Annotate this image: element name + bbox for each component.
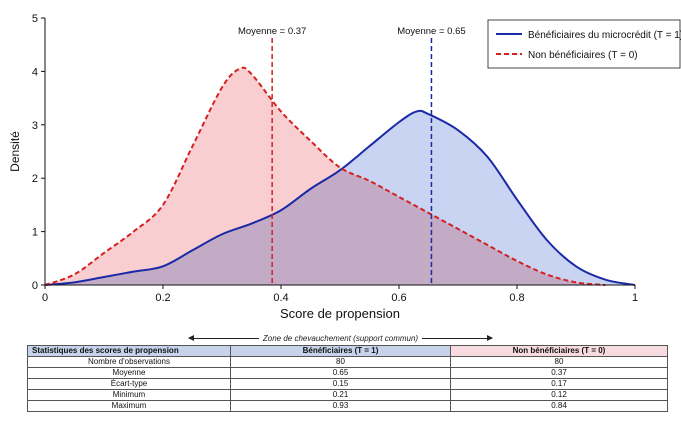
x-tick-label: 0	[42, 292, 48, 304]
y-tick-label: 4	[32, 66, 38, 78]
overlap-zone-note: Zone de chevauchement (support commun)	[0, 334, 681, 343]
control-value: 0.37	[450, 367, 668, 379]
y-axis-title: Densité	[8, 131, 22, 172]
x-tick-label: 1	[632, 292, 638, 304]
legend-box	[487, 19, 681, 69]
row-label: Moyenne	[27, 367, 231, 379]
treated-value: 0.93	[230, 400, 451, 412]
control-value: 0.12	[450, 389, 668, 401]
x-axis-title: Score de propension	[280, 306, 400, 321]
overlap-note-text: Zone de chevauchement (support commun)	[262, 334, 419, 343]
right-arrow-icon	[422, 335, 494, 342]
row-label: Maximum	[27, 400, 231, 412]
table-row: Minimum 0.21 0.12	[27, 389, 668, 401]
control-density-area	[45, 67, 606, 285]
y-tick-label: 5	[32, 13, 38, 25]
legend-label: Bénéficiaires du microcrédit (T = 1)	[528, 30, 681, 41]
legend-label: Non bénéficiaires (T = 0)	[528, 50, 638, 61]
treated-value: 0.15	[230, 378, 451, 390]
row-label: Nombre d'observations	[27, 356, 231, 368]
row-label: Minimum	[27, 389, 231, 401]
control-density-line	[44, 66, 606, 286]
density-chart: 0 0.2 0.4 0.6 0.8 1 0 1 2 3 4 5 Score de propension D…	[8, 13, 681, 321]
y-tick-label: 3	[32, 120, 38, 132]
mean-label: Moyenne = 0.37	[238, 26, 306, 37]
x-tick-label: 0.8	[509, 292, 524, 304]
control-value: 0.84	[450, 400, 668, 412]
propensity-stats-table: Statistiques des scores de propension Bé…	[27, 345, 668, 412]
table-row: Écart-type 0.15 0.17	[27, 378, 668, 390]
y-tick-label: 0	[32, 280, 38, 292]
control-value: 80	[450, 356, 668, 368]
table-row: Maximum 0.93 0.84	[27, 400, 668, 412]
treated-value: 80	[230, 356, 451, 368]
column-header: Bénéficiaires (T = 1)	[230, 345, 451, 357]
x-tick-label: 0.4	[273, 292, 288, 304]
control-value: 0.17	[450, 378, 668, 390]
y-tick-label: 1	[32, 227, 38, 239]
treated-value: 0.65	[230, 367, 451, 379]
table-row: Moyenne 0.65 0.37	[27, 367, 668, 379]
treated-value: 0.21	[230, 389, 451, 401]
table-row: Nombre d'observations 80 80	[27, 356, 668, 368]
table-header-row: Statistiques des scores de propension Bé…	[27, 345, 668, 357]
column-header: Non bénéficiaires (T = 0)	[450, 345, 668, 357]
y-tick-label: 2	[32, 173, 38, 185]
left-arrow-icon	[187, 335, 259, 342]
mean-label: Moyenne = 0.65	[397, 26, 465, 37]
x-tick-label: 0.2	[155, 292, 170, 304]
treated-density-line	[44, 109, 636, 286]
row-label: Écart-type	[27, 378, 231, 390]
column-header: Statistiques des scores de propension	[27, 345, 231, 357]
treated-density-area	[45, 110, 635, 285]
x-tick-label: 0.6	[391, 292, 406, 304]
